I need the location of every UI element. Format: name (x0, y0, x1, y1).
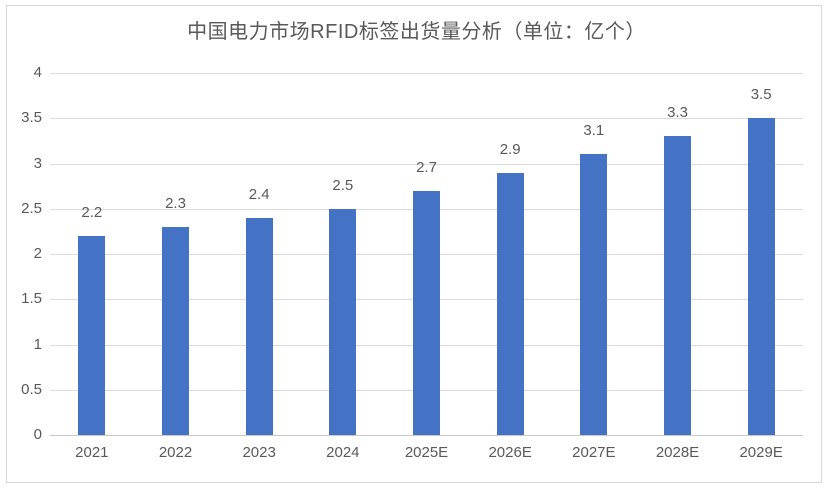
x-axis-tick-label: 2027E (572, 444, 616, 461)
bar-value-label: 2.4 (248, 185, 270, 203)
y-axis-tick-label: 1 (33, 335, 42, 353)
y-gridline (50, 73, 803, 74)
y-axis-tick-label: 0 (33, 426, 42, 443)
x-axis-tick-label: 2025E (404, 444, 449, 461)
bar-value-label: 3.5 (750, 86, 772, 104)
y-axis-tick-label: 3 (33, 154, 42, 172)
y-axis-tick-label: 2.5 (21, 199, 42, 217)
bar-value-label: 2.9 (499, 140, 521, 158)
bar-value-label: 2.3 (165, 194, 186, 212)
x-axis-line (50, 435, 803, 436)
x-axis-tick-label: 2021 (75, 444, 109, 461)
bar-2022 (162, 226, 189, 435)
chart-title: 中国电力市场RFID标签出货量分析（单位：亿个） (187, 21, 646, 43)
y-gridline (50, 163, 803, 165)
bar-2021 (78, 235, 106, 435)
bar-value-label: 3.3 (667, 104, 688, 122)
x-axis-tick-label: 2026E (488, 444, 532, 461)
x-axis-tick-label: 2024 (326, 444, 360, 461)
y-axis-tick-label: 4 (33, 64, 42, 81)
y-axis-tick-label: 1.5 (21, 290, 42, 308)
y-gridline (50, 118, 803, 120)
bar-2024 (329, 208, 357, 435)
bar-2027E (580, 154, 608, 435)
x-axis-tick-label: 2023 (242, 444, 276, 461)
bar-2029E (747, 118, 775, 435)
bar-2026E (496, 172, 524, 435)
bar-2023 (245, 217, 273, 435)
y-axis-tick-label: 2 (33, 245, 42, 262)
bar-value-label: 2.7 (416, 158, 437, 176)
x-axis-tick-label: 2028E (655, 444, 700, 461)
bar-value-label: 2.2 (81, 203, 103, 221)
x-axis-tick-label: 2029E (739, 444, 783, 461)
x-axis-tick-label: 2022 (158, 444, 193, 461)
y-axis-tick-label: 3.5 (21, 109, 42, 127)
bar-value-label: 2.5 (332, 176, 354, 194)
bar-value-label: 3.1 (583, 122, 605, 140)
bar-2028E (664, 136, 691, 435)
bar-2025E (413, 190, 440, 435)
y-axis-tick-label: 0.5 (21, 380, 42, 398)
